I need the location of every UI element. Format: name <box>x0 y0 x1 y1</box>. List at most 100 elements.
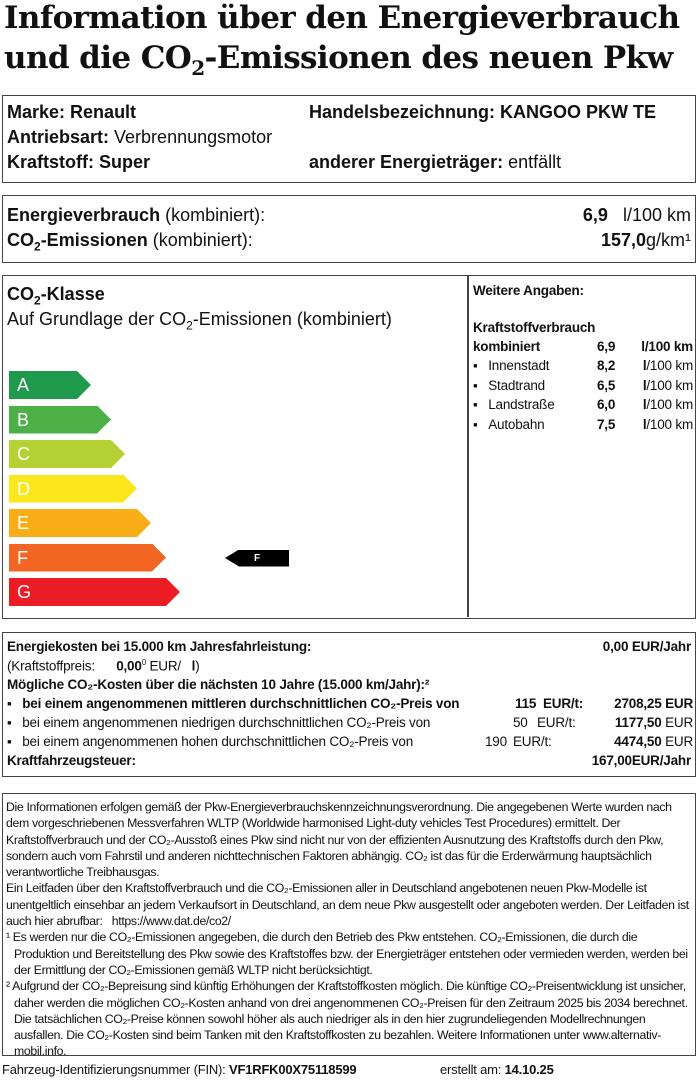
consumption-item: ▪ Stadtrand 6,5 l/100 km <box>473 378 693 393</box>
sup: 0 <box>141 658 146 667</box>
value: Super <box>99 152 151 172</box>
co2-class-box: CO2-Klasse Auf Grundlage der CO2-Emissio… <box>2 275 696 619</box>
unit: EUR/Jahr <box>631 753 691 768</box>
class-bar-d: D <box>9 475 137 503</box>
value: 157,0 <box>600 230 646 250</box>
text: Kraftfahrzeugsteuer: <box>7 753 136 768</box>
unit: l/100 km <box>643 397 693 412</box>
vehicle-box: Marke: Renault Handelsbezeichnung: KANGO… <box>2 95 696 183</box>
created-date: erstellt am: 14.10.25 <box>440 1062 554 1077</box>
value: 6,9 <box>597 339 616 354</box>
notes: Die Informationen erfolgen gemäß der Pkw… <box>6 799 694 1060</box>
value: 6,5 <box>597 377 616 393</box>
value: Renault <box>70 102 137 122</box>
consumption-item: ▪ Landstraße 6,0 l/100 km <box>473 397 693 412</box>
text: Mögliche CO₂-Kosten über die nächsten 10… <box>7 677 430 692</box>
label: Energieverbrauch <box>7 205 161 225</box>
value: VF1RFK00X75118599 <box>229 1062 357 1077</box>
text: CO <box>7 284 34 304</box>
consumption-box: Energieverbrauch (kombiniert): 6,9 l/100… <box>2 195 696 263</box>
value: 167,00 <box>591 753 632 768</box>
unit: EUR/ <box>149 658 182 674</box>
text: -Emissionen (kombiniert) <box>192 309 392 329</box>
currency: EUR <box>665 715 693 730</box>
label: bei einem angenommenen hohen durchschnit… <box>22 734 414 749</box>
text: Weitere Angaben: <box>473 283 584 298</box>
unit-l: l <box>642 416 647 432</box>
currency: EUR <box>665 734 693 749</box>
label: erstellt am: <box>440 1062 502 1077</box>
co2-class-heading: CO2-Klasse <box>7 284 105 308</box>
tax-label: Kraftfahrzeugsteuer: <box>7 753 136 768</box>
class-bar-c: C <box>9 440 125 468</box>
guide-link[interactable]: https://www.dat.de/co2/ <box>111 914 231 929</box>
price: 190 <box>485 734 507 749</box>
kraftstoffverbrauch-heading: Kraftstoffverbrauch <box>473 320 595 335</box>
label: bei einem angenommenen niedrigen durchsc… <box>22 715 431 730</box>
label: kombiniert <box>473 339 541 354</box>
antriebsart: Antriebsart: Verbrennungsmotor <box>7 127 272 148</box>
co2-cost-heading: Mögliche CO₂-Kosten über die nächsten 10… <box>7 677 429 692</box>
unit: EUR/t: <box>513 734 552 749</box>
label: -Emissionen <box>40 230 148 250</box>
label: CO <box>7 230 34 250</box>
notes-box: Die Informationen erfolgen gemäß der Pkw… <box>2 793 696 1058</box>
bullet-icon: ▪ <box>473 358 478 373</box>
note-1: Die Informationen erfolgen gemäß der Pkw… <box>6 800 672 880</box>
anderer-energietraeger: anderer Energieträger: entfällt <box>309 152 561 173</box>
value: 8,2 <box>597 358 616 373</box>
co2-class-subheading: Auf Grundlage der CO2-Emissionen (kombin… <box>7 309 392 333</box>
value: KANGOO PKW TE <box>500 102 657 122</box>
value: entfällt <box>508 152 562 172</box>
title-line-2: und die CO2-Emissionen des neuen Pkw <box>4 40 673 80</box>
consumption-item: ▪ Autobahn 7,5 l/100 km <box>473 417 693 432</box>
bullet-icon: ▪ <box>473 397 478 412</box>
unit: l/100 km <box>643 378 693 393</box>
tax-value: 167,00EUR/Jahr <box>592 753 691 768</box>
bullet-icon: ▪ <box>473 377 478 393</box>
label: (Kraftstoffpreis: <box>7 658 95 674</box>
title-part: und die CO <box>4 40 192 76</box>
label: Kraftstoff: <box>7 152 94 172</box>
unit-km: /100 km <box>646 377 693 393</box>
label: Marke: <box>7 102 66 122</box>
title-part: -Emissionen des neuen Pkw <box>204 40 674 76</box>
paren: ) <box>195 658 200 674</box>
bullet-icon: ▪ <box>473 416 478 432</box>
unit-l: l <box>642 397 647 412</box>
co2-label: CO2-Emissionen (kombiniert): <box>7 230 253 254</box>
unit-km: /100 km <box>646 358 693 373</box>
suffix: (kombiniert): <box>165 205 266 225</box>
text: Ein Leitfaden über den Kraftstoffverbrau… <box>6 881 689 929</box>
value: 6,0 <box>597 397 616 412</box>
text: 0,00 EUR/Jahr <box>602 639 691 654</box>
label: Innenstadt <box>488 358 550 373</box>
value: 1177,50 <box>614 715 662 730</box>
unit-l: l <box>642 377 647 393</box>
unit: EUR/t: <box>537 715 576 730</box>
class-bar-f: F <box>9 544 166 572</box>
text: -Klasse <box>40 284 105 304</box>
energy-label: Energieverbrauch (kombiniert): <box>7 205 265 226</box>
unit-l: l <box>191 658 196 674</box>
label: Fahrzeug-Identifizierungsnummer (FIN): <box>2 1062 226 1077</box>
energy-cost-label: Energiekosten bei 15.000 km Jahresfahrle… <box>7 639 311 654</box>
co2-value: 157,0g/km¹ <box>601 230 691 251</box>
unit-km: /100 km <box>646 416 693 432</box>
costs-box: Energiekosten bei 15.000 km Jahresfahrle… <box>2 632 696 777</box>
unit: EUR/t: <box>543 696 584 711</box>
price: 115 <box>515 696 537 711</box>
kraftstoff: Kraftstoff: Super <box>7 152 150 173</box>
energy-cost-value: 0,00 EUR/Jahr <box>603 639 691 654</box>
divider <box>467 276 469 617</box>
unit: l/100 km <box>643 358 693 373</box>
energy-value: 6,9 l/100 km <box>583 205 691 226</box>
text: Auf Grundlage der CO <box>7 309 187 329</box>
class-bar-g: G <box>9 578 180 606</box>
combined-row: kombiniert 6,9 l/100 km <box>473 339 693 354</box>
co2-cost-high: ▪ bei einem angenommenen hohen durchschn… <box>7 734 693 749</box>
value: Verbrennungsmotor <box>114 127 273 147</box>
co2-cost-mid: ▪ bei einem angenommenen mittleren durch… <box>7 696 693 711</box>
value: 0,00 <box>116 658 142 674</box>
label: Landstraße <box>488 397 555 412</box>
